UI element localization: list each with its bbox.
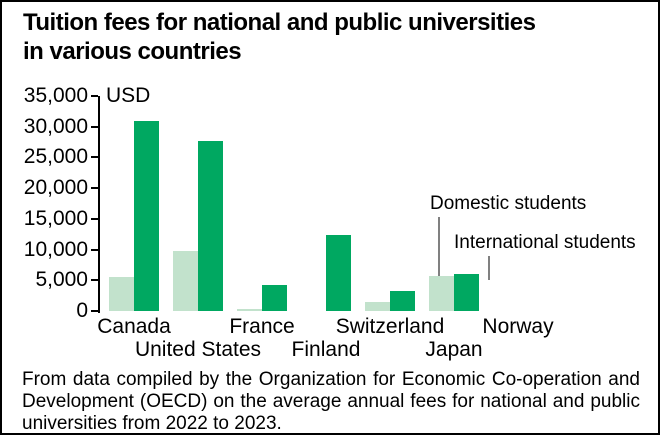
x-axis-label-japan: Japan (425, 338, 483, 361)
bar-japan-domestic (429, 275, 454, 311)
y-axis-tick-label: 20,000 (23, 176, 88, 200)
bar-japan-international (454, 274, 479, 311)
y-axis-line (98, 96, 100, 313)
y-axis-tick-label: 25,000 (23, 145, 88, 169)
bar-switzerland-international (390, 291, 415, 311)
leader-line-domestic (438, 217, 440, 279)
y-axis-tick (91, 125, 98, 128)
y-axis-tick-label: 10,000 (23, 237, 88, 261)
y-axis-tick-label: 35,000 (23, 84, 88, 107)
chart-title: Tuition fees for national and public uni… (23, 8, 536, 66)
y-axis-tick-label: 15,000 (23, 206, 88, 230)
legend-international-students-label: International students (454, 232, 636, 253)
y-axis-tick (91, 156, 98, 159)
y-axis-tick (91, 217, 98, 220)
y-axis-tick (91, 95, 98, 97)
x-axis-label-united-states: United States (134, 338, 262, 361)
bar-canada-international (134, 120, 159, 311)
x-axis-label-france: France (229, 315, 295, 338)
y-axis-tick (91, 310, 98, 312)
x-axis-label-switzerland: Switzerland (335, 315, 445, 338)
legend-domestic-students-label: Domestic students (430, 193, 587, 214)
x-axis-label-canada: Canada (97, 315, 171, 338)
x-axis-label-finland: Finland (291, 338, 361, 361)
bar-switzerland-domestic (365, 302, 390, 311)
y-axis-unit-label: USD (106, 84, 151, 107)
y-axis-tick-label: 0 (76, 299, 88, 322)
y-axis-tick-label: 30,000 (23, 114, 88, 138)
bar-finland-international (326, 234, 351, 311)
y-axis-tick (91, 279, 98, 282)
bar-france-domestic (237, 309, 262, 311)
y-axis-tick-label: 5,000 (35, 268, 88, 292)
chart-title-line-2: in various countries (23, 38, 242, 65)
bar-canada-domestic (109, 277, 134, 311)
source-note: From data compiled by the Organization f… (22, 369, 640, 434)
chart-title-line-1: Tuition fees for national and public uni… (23, 9, 536, 36)
bar-united-states-domestic (173, 251, 198, 311)
x-axis-label-norway: Norway (482, 315, 554, 338)
y-axis-tick (91, 248, 98, 251)
bar-france-international (262, 285, 287, 311)
y-axis-tick (91, 187, 98, 190)
leader-line-international (488, 256, 490, 280)
bar-united-states-international (198, 140, 223, 311)
